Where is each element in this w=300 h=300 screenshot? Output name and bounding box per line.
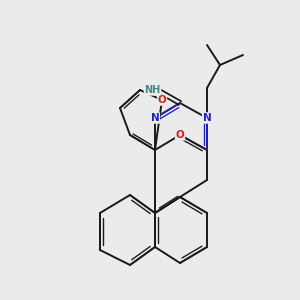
Text: N: N xyxy=(151,113,159,123)
Text: N: N xyxy=(202,113,211,123)
Text: O: O xyxy=(176,130,184,140)
Text: NH: NH xyxy=(144,85,160,95)
Text: O: O xyxy=(158,95,166,105)
